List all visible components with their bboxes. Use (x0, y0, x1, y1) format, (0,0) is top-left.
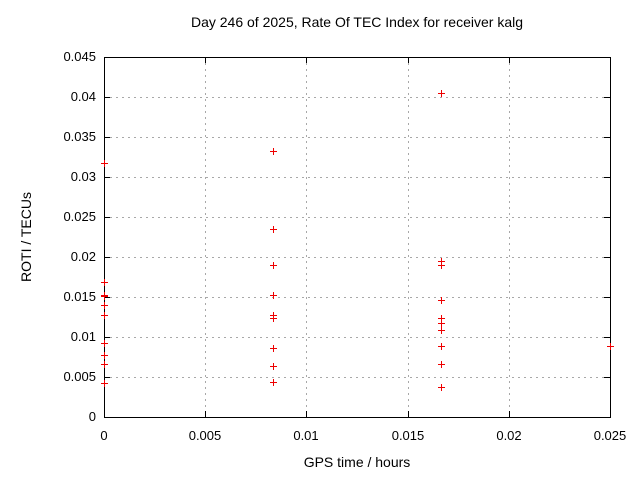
y-tick-label: 0.035 (63, 129, 96, 144)
data-point-marker (101, 312, 108, 319)
y-axis-label: ROTI / TECUs (18, 192, 34, 282)
data-point-marker (270, 363, 277, 370)
data-point-marker (438, 361, 445, 368)
x-tick-label: 0.005 (188, 428, 222, 443)
data-point-marker (607, 343, 614, 350)
x-tick-label: 0 (100, 428, 108, 443)
data-point-marker (270, 379, 277, 386)
data-point-marker (438, 297, 445, 304)
data-point-marker (270, 226, 277, 233)
y-tick-label: 0.015 (63, 289, 96, 304)
x-axis-label: GPS time / hours (303, 454, 411, 470)
y-tick-label: 0.025 (63, 209, 96, 224)
data-point-marker (101, 361, 108, 368)
data-point-marker (438, 90, 445, 97)
data-point-marker (438, 320, 445, 327)
data-point-marker (101, 340, 108, 347)
y-tick-label: 0.01 (70, 329, 96, 344)
y-tick-label: 0.03 (70, 169, 96, 184)
data-point-marker (101, 293, 108, 300)
data-point-marker (438, 343, 445, 350)
data-point-marker (101, 302, 108, 309)
data-point-marker (270, 345, 277, 352)
chart-title: Day 246 of 2025, Rate Of TEC Index for r… (190, 14, 524, 30)
data-point-marker (101, 352, 108, 359)
plot-border (104, 57, 611, 418)
x-tick-label: 0.015 (391, 428, 425, 443)
data-point-marker (438, 327, 445, 334)
x-tick-label: 0.02 (496, 428, 522, 443)
data-point-marker (101, 380, 108, 387)
data-point-marker (101, 279, 108, 286)
y-tick-label: 0 (88, 409, 96, 424)
x-tick-label: 0.025 (593, 428, 627, 443)
x-tick-label: 0.01 (293, 428, 319, 443)
data-point-marker (438, 262, 445, 269)
data-point-marker (270, 315, 277, 322)
y-tick-label: 0.04 (70, 89, 96, 104)
data-point-marker (270, 148, 277, 155)
data-point-marker (438, 384, 445, 391)
y-tick-label: 0.045 (63, 49, 96, 64)
y-tick-label: 0.02 (70, 249, 96, 264)
y-tick-label: 0.005 (63, 369, 96, 384)
data-point-marker (270, 292, 277, 299)
data-point-marker (270, 262, 277, 269)
data-point-marker (101, 160, 108, 167)
